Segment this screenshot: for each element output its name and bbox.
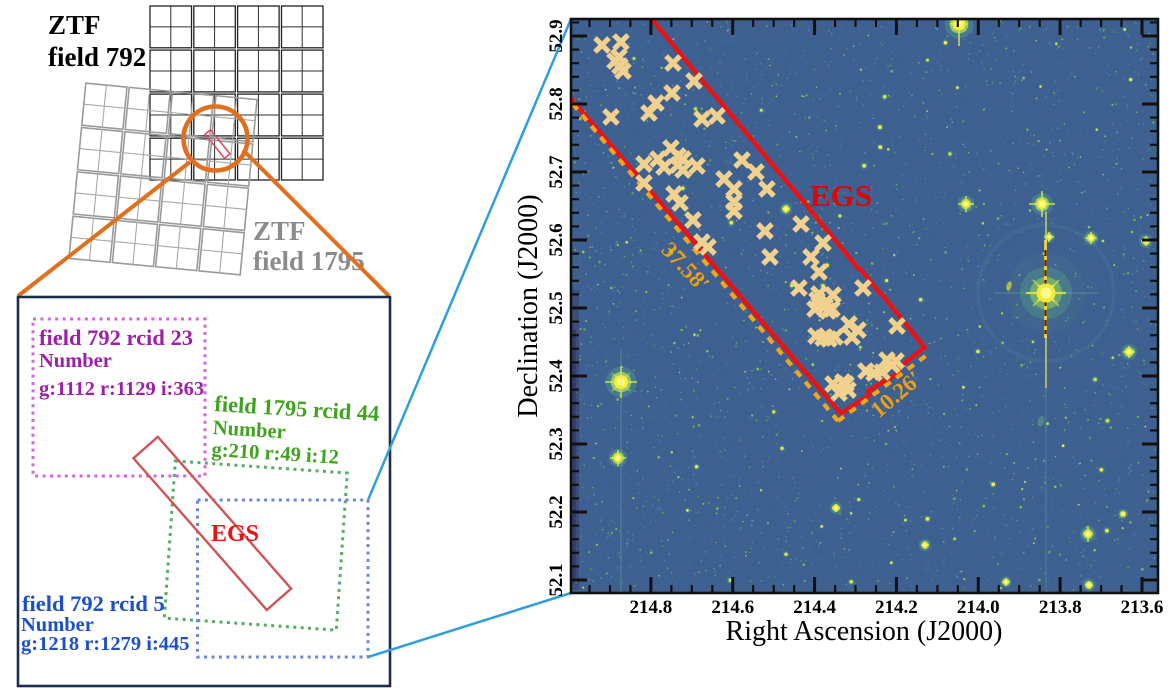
svg-text:214.0: 214.0 (957, 597, 1000, 618)
svg-text:213.6: 213.6 (1121, 597, 1164, 618)
svg-text:52.9: 52.9 (546, 19, 567, 52)
svg-text:field 792 rcid 5: field 792 rcid 5 (22, 591, 165, 616)
svg-text:g:1218 r:1279 i:445: g:1218 r:1279 i:445 (21, 633, 190, 655)
svg-text:214.8: 214.8 (630, 597, 673, 618)
svg-text:214.2: 214.2 (875, 597, 918, 618)
svg-text:214.4: 214.4 (793, 597, 836, 618)
svg-text:52.7: 52.7 (546, 155, 567, 189)
svg-text:EGS: EGS (211, 521, 259, 547)
svg-text:52.3: 52.3 (546, 427, 567, 460)
svg-text:field 1795: field 1795 (253, 246, 365, 276)
svg-text:214.6: 214.6 (711, 597, 754, 618)
svg-text:ZTF: ZTF (48, 10, 101, 40)
svg-text:Number: Number (212, 417, 286, 443)
svg-text:Right Ascension (J2000): Right Ascension (J2000) (726, 616, 1003, 647)
svg-text:213.8: 213.8 (1039, 597, 1082, 618)
svg-text:field 792: field 792 (48, 42, 146, 72)
svg-text:52.2: 52.2 (546, 495, 567, 528)
svg-text:field 792 rcid 23: field 792 rcid 23 (39, 325, 193, 350)
svg-text:Declination (J2000): Declination (J2000) (513, 194, 544, 417)
svg-text:ZTF: ZTF (253, 216, 306, 246)
svg-text:52.6: 52.6 (546, 223, 567, 256)
svg-text:52.8: 52.8 (546, 87, 567, 120)
svg-text:g:1112 r:1129 i:363: g:1112 r:1129 i:363 (39, 378, 204, 400)
svg-text:52.1: 52.1 (546, 563, 567, 596)
svg-text:Number: Number (21, 614, 94, 636)
svg-text:Number: Number (39, 350, 112, 372)
svg-text:52.5: 52.5 (546, 291, 567, 324)
svg-text:52.4: 52.4 (546, 359, 567, 393)
svg-text:EGS: EGS (810, 178, 872, 213)
